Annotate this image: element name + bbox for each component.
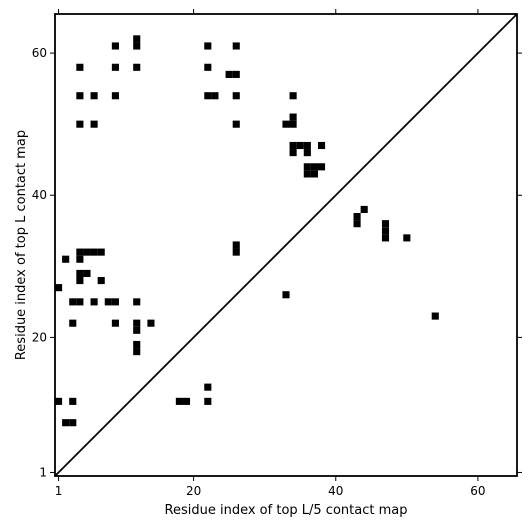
contact-cell	[133, 319, 141, 327]
contact-cell	[353, 213, 361, 221]
contact-cell	[204, 63, 212, 71]
x-tick-label: 1	[55, 484, 63, 498]
contact-cell	[232, 241, 240, 249]
contact-cell	[303, 141, 311, 150]
contact-cell	[431, 312, 439, 320]
contact-cell	[204, 92, 212, 100]
contact-cell	[76, 120, 84, 128]
contact-cell	[90, 120, 98, 128]
contact-cell	[310, 163, 318, 171]
contact-cell	[282, 120, 290, 128]
contact-cell	[204, 42, 212, 50]
contact-cell	[83, 248, 91, 256]
contact-cell	[133, 340, 141, 349]
contact-cell	[90, 92, 98, 100]
contact-cell	[211, 92, 219, 100]
contact-cell	[55, 397, 63, 405]
contact-cell	[97, 248, 105, 256]
contact-cell	[289, 92, 297, 100]
contact-cell	[182, 397, 191, 405]
contact-cell	[111, 319, 119, 327]
axis-ticks: 1 20 40 60 1 20 40 60	[32, 9, 522, 498]
contact-cell	[69, 298, 77, 306]
contact-cell	[104, 298, 112, 306]
y-axis-label: Residue index of top L contact map	[14, 130, 29, 360]
contact-cell	[282, 291, 290, 299]
contact-cell	[69, 419, 77, 427]
y-tick-label: 60	[32, 46, 47, 60]
contact-cell	[76, 269, 84, 277]
contact-cell	[381, 220, 390, 228]
contact-cell	[353, 220, 361, 228]
y-tick-label: 40	[32, 188, 47, 202]
contact-cell	[76, 248, 84, 256]
x-tick-label: 40	[328, 484, 343, 498]
contact-cell	[232, 42, 240, 50]
contact-cell	[303, 149, 311, 157]
x-tick-label: 20	[186, 484, 201, 498]
contact-cell	[133, 326, 141, 334]
contact-cell	[69, 319, 77, 327]
contact-cell	[90, 298, 98, 306]
contact-cells	[55, 35, 439, 427]
contact-cell	[76, 92, 84, 100]
contact-cell	[69, 397, 77, 405]
contact-cell	[76, 255, 84, 263]
contact-cell	[55, 284, 63, 292]
plot-frame	[54, 13, 518, 477]
contact-cell	[76, 63, 84, 71]
contact-cell	[97, 276, 105, 285]
contact-cell	[76, 276, 84, 285]
contact-cell	[133, 63, 141, 71]
contact-cell	[204, 397, 212, 405]
contact-cell	[310, 170, 318, 178]
contact-cell	[111, 92, 119, 100]
contact-cell	[232, 92, 240, 100]
contact-cell	[147, 319, 155, 327]
contact-cell	[90, 248, 98, 256]
contact-cell	[232, 248, 240, 256]
contact-cell	[296, 141, 304, 150]
contact-cell	[317, 163, 326, 171]
contact-cell	[289, 141, 297, 150]
contact-cell	[289, 120, 297, 128]
contact-cell	[133, 298, 141, 306]
contact-cell	[133, 348, 141, 356]
contact-cell	[303, 163, 311, 171]
contact-cell	[111, 63, 119, 71]
diagonal-line	[54, 13, 518, 477]
contact-cell	[111, 42, 119, 50]
contact-cell	[232, 120, 240, 128]
contact-cell	[225, 70, 233, 78]
contact-cell	[403, 234, 411, 242]
contact-cell	[360, 205, 368, 214]
contact-cell	[289, 149, 297, 157]
contact-cell	[381, 234, 390, 242]
x-axis-label: Residue index of top L/5 contact map	[165, 503, 408, 518]
contact-cell	[111, 298, 119, 306]
contact-cell	[62, 255, 70, 263]
contact-cell	[232, 70, 240, 78]
contact-cell	[76, 298, 84, 306]
contact-cell	[175, 397, 183, 405]
contact-cell	[289, 113, 297, 121]
contact-cell	[62, 419, 70, 427]
y-tick-label: 20	[32, 330, 47, 344]
contact-cell	[317, 141, 326, 150]
contact-cell	[204, 383, 212, 391]
contact-cell	[133, 35, 141, 43]
contact-cell	[381, 227, 390, 235]
contact-cell	[83, 269, 91, 277]
x-tick-label: 60	[470, 484, 485, 498]
contact-cell	[303, 170, 311, 178]
y-tick-label: 1	[39, 465, 47, 479]
contact-cell	[133, 42, 141, 50]
